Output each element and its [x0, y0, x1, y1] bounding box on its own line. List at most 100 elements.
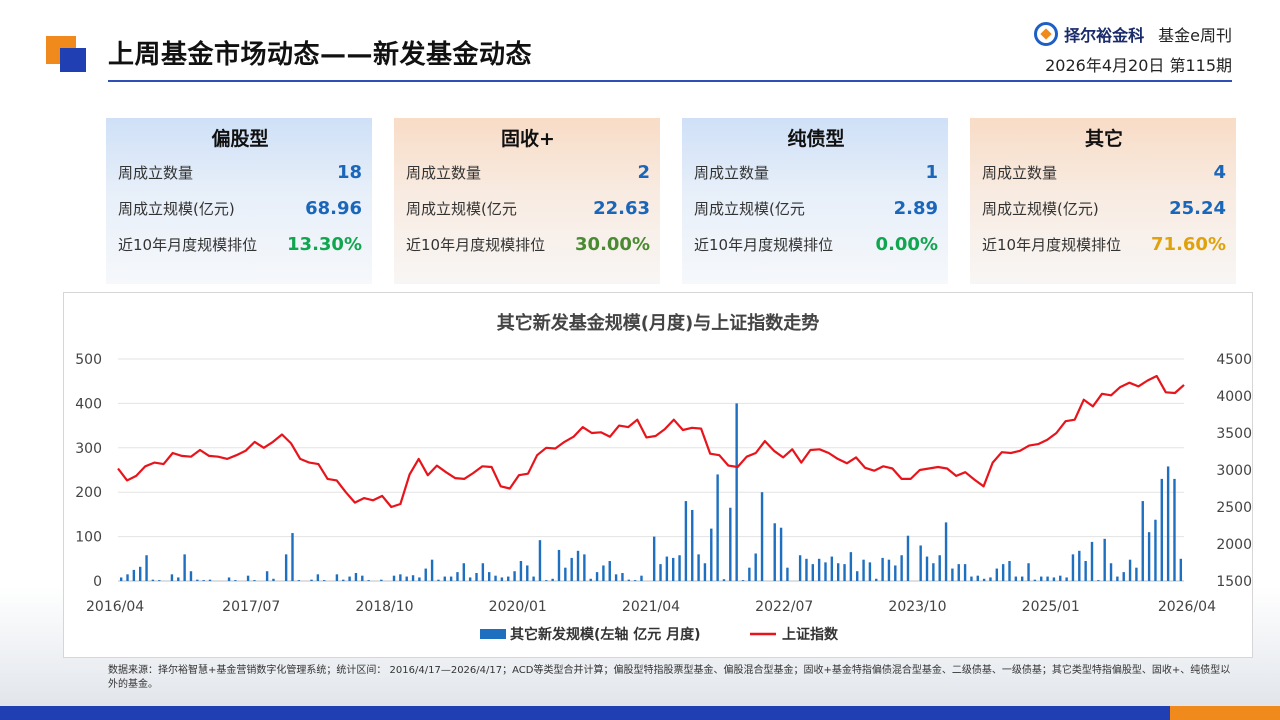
bar — [811, 564, 815, 581]
bar — [595, 572, 599, 581]
bar — [843, 564, 846, 581]
card-rank-value: 71.60% — [1151, 233, 1226, 255]
bar — [151, 579, 155, 581]
bar — [545, 580, 548, 581]
brand: 择尔裕金科 基金e周刊 — [1034, 22, 1232, 46]
bar — [817, 558, 821, 581]
bar — [316, 574, 320, 581]
bar — [716, 474, 719, 581]
bar — [932, 563, 935, 581]
page-title: 上周基金市场动态——新发基金动态 — [108, 40, 533, 70]
bar — [1141, 501, 1144, 581]
bar — [703, 563, 707, 581]
bar — [234, 580, 237, 581]
bar — [456, 572, 459, 581]
card-row-value: 2 — [637, 161, 650, 183]
bar — [1065, 577, 1068, 581]
y-right-tick-label: 3500 — [1216, 426, 1252, 442]
bar — [310, 579, 313, 581]
card-fixed-income-plus: 固收+ 周成立数量 2 周成立规模(亿元 22.63 近10年月度规模排位 30… — [394, 118, 660, 284]
card-row: 近10年月度规模排位 30.00% — [406, 226, 650, 262]
bar — [963, 564, 967, 581]
card-row-value: 1 — [925, 161, 938, 183]
bar — [672, 557, 675, 581]
bar — [583, 554, 586, 581]
bar — [189, 571, 193, 581]
bar — [335, 574, 339, 581]
legend-label-bar: 其它新发规模(左轴 亿元 月度) — [510, 626, 701, 643]
bar — [938, 555, 941, 581]
bar — [1027, 563, 1030, 581]
bar — [627, 579, 630, 581]
card-title: 其它 — [1084, 128, 1123, 150]
card-row-label: 周成立规模(亿元) — [118, 199, 235, 218]
bar — [1020, 576, 1024, 581]
gridlines — [118, 358, 1184, 582]
bar — [570, 557, 573, 581]
bar — [640, 575, 643, 581]
bar — [748, 567, 751, 581]
bar — [798, 555, 802, 581]
bar — [462, 563, 466, 581]
bar — [925, 556, 929, 581]
bar — [481, 563, 485, 581]
axis-labels: 0 100 200 300 400 500 1500 2000 2500 3000 3500 4000… — [75, 352, 1252, 615]
bar — [272, 578, 275, 581]
bar — [399, 574, 402, 581]
bar — [1059, 575, 1062, 581]
footer-bar — [0, 706, 1170, 720]
bar — [1154, 519, 1157, 581]
bar — [868, 562, 872, 581]
bar — [887, 559, 891, 581]
card-row-label: 周成立数量 — [694, 163, 770, 182]
y-right-tick-label: 4000 — [1216, 389, 1252, 405]
bar — [1014, 576, 1018, 581]
card-row-label: 周成立数量 — [118, 163, 194, 182]
bar — [177, 577, 180, 581]
y-left-tick-label: 400 — [75, 396, 102, 412]
bar — [576, 550, 580, 581]
y-left-tick-label: 100 — [75, 530, 102, 546]
line-series — [117, 374, 1185, 509]
title-decoration-blue — [60, 48, 86, 72]
bar — [982, 578, 986, 581]
bar — [519, 561, 523, 581]
y-right-tick-label: 2000 — [1216, 537, 1252, 553]
bar — [970, 576, 973, 581]
x-tick-label: 2017/07 — [222, 599, 280, 615]
combo-chart: 其它新发基金规模(月度)与上证指数走势 0 100 200 300 400 500 1500… — [75, 312, 1252, 643]
bar — [342, 579, 345, 581]
bar — [538, 540, 542, 581]
bar — [1116, 576, 1119, 581]
card-row-label: 周成立规模(亿元) — [982, 199, 1099, 218]
card-row-label: 近10年月度规模排位 — [406, 235, 546, 254]
x-tick-label: 2026/04 — [1158, 599, 1216, 615]
x-tick-label: 2021/04 — [622, 599, 680, 615]
title-divider — [108, 80, 1232, 82]
chart-legend: 其它新发规模(左轴 亿元 月度) 上证指数 — [480, 626, 839, 643]
footer-accent — [1170, 706, 1280, 720]
bar — [1160, 478, 1163, 581]
card-row-label: 近10年月度规模排位 — [118, 235, 258, 254]
bar — [614, 574, 618, 581]
bar — [1128, 559, 1132, 581]
card-row: 近10年月度规模排位 13.30% — [118, 226, 362, 262]
bar — [786, 567, 789, 581]
bar — [443, 576, 446, 581]
bar — [906, 535, 910, 581]
x-tick-label: 2023/10 — [888, 599, 946, 615]
bar — [710, 528, 713, 581]
bar — [805, 558, 808, 581]
bar — [507, 576, 510, 581]
card-row: 周成立数量 4 — [982, 154, 1226, 190]
bar — [265, 571, 269, 581]
bar — [437, 579, 440, 581]
bar — [824, 562, 827, 581]
card-other: 其它 周成立数量 4 周成立规模(亿元) 25.24 近10年月度规模排位 71… — [970, 118, 1236, 284]
card-row-label: 近10年月度规模排位 — [694, 235, 834, 254]
bar — [684, 501, 688, 581]
bar — [957, 564, 960, 581]
bar — [1008, 561, 1011, 581]
bar — [849, 552, 853, 581]
bar — [291, 533, 294, 581]
